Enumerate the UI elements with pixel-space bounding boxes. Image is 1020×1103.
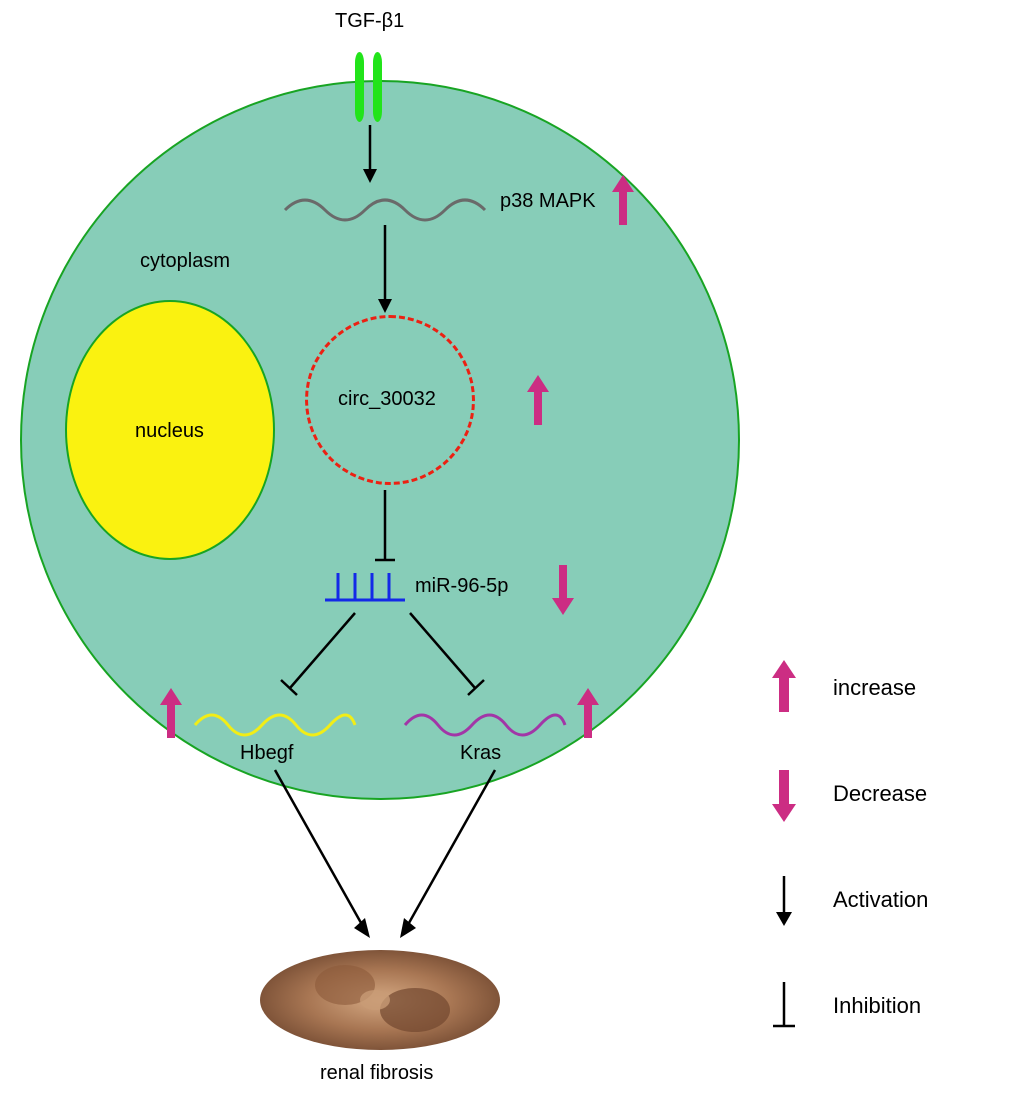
label-nucleus: nucleus [135, 420, 204, 443]
legend-increase-label: increase [833, 675, 916, 701]
inhibition-circ-mir [375, 490, 395, 568]
indicator-kras-up [575, 688, 601, 743]
legend-inhibition-icon [770, 978, 798, 1034]
label-kras: Kras [460, 742, 501, 765]
legend-up-arrow-icon [770, 660, 798, 716]
arrow-p38-circ [375, 225, 395, 315]
label-p38: p38 MAPK [500, 190, 596, 213]
label-mir: miR-96-5p [415, 575, 508, 598]
indicator-hbegf-up [158, 688, 184, 743]
mirna-glyph [320, 565, 410, 605]
legend-inhibition-label: Inhibition [833, 993, 921, 1019]
hbegf-wave [190, 700, 360, 740]
kras-wave [400, 700, 570, 740]
legend-activation-label: Activation [833, 887, 928, 913]
diagram-container: TGF-β1 p38 MAPK cytoplasm nucleus circ_3… [0, 0, 1020, 1103]
arrow-hbegf-fibrosis [265, 765, 385, 945]
p38-wave [280, 185, 500, 225]
indicator-mir-down [550, 560, 576, 615]
legend-decrease-label: Decrease [833, 781, 927, 807]
label-tgf: TGF-β1 [335, 10, 404, 33]
indicator-circ-up [525, 375, 551, 430]
label-renal-fibrosis: renal fibrosis [320, 1062, 433, 1085]
legend: increase Decrease Activation Inhibition [770, 660, 928, 1084]
legend-activation: Activation [770, 872, 928, 928]
indicator-p38-up [610, 175, 636, 230]
legend-increase: increase [770, 660, 928, 716]
renal-tissue-image [255, 945, 505, 1055]
legend-activation-arrow-icon [770, 872, 798, 928]
legend-down-arrow-icon [770, 766, 798, 822]
label-circ: circ_30032 [338, 388, 436, 411]
legend-inhibition: Inhibition [770, 978, 928, 1034]
label-hbegf: Hbegf [240, 742, 293, 765]
arrow-tgf-p38 [360, 125, 380, 185]
inhibition-mir-hbegf [275, 608, 365, 703]
label-cytoplasm: cytoplasm [140, 250, 230, 273]
legend-decrease: Decrease [770, 766, 928, 822]
arrow-kras-fibrosis [385, 765, 505, 945]
inhibition-mir-kras [400, 608, 490, 703]
